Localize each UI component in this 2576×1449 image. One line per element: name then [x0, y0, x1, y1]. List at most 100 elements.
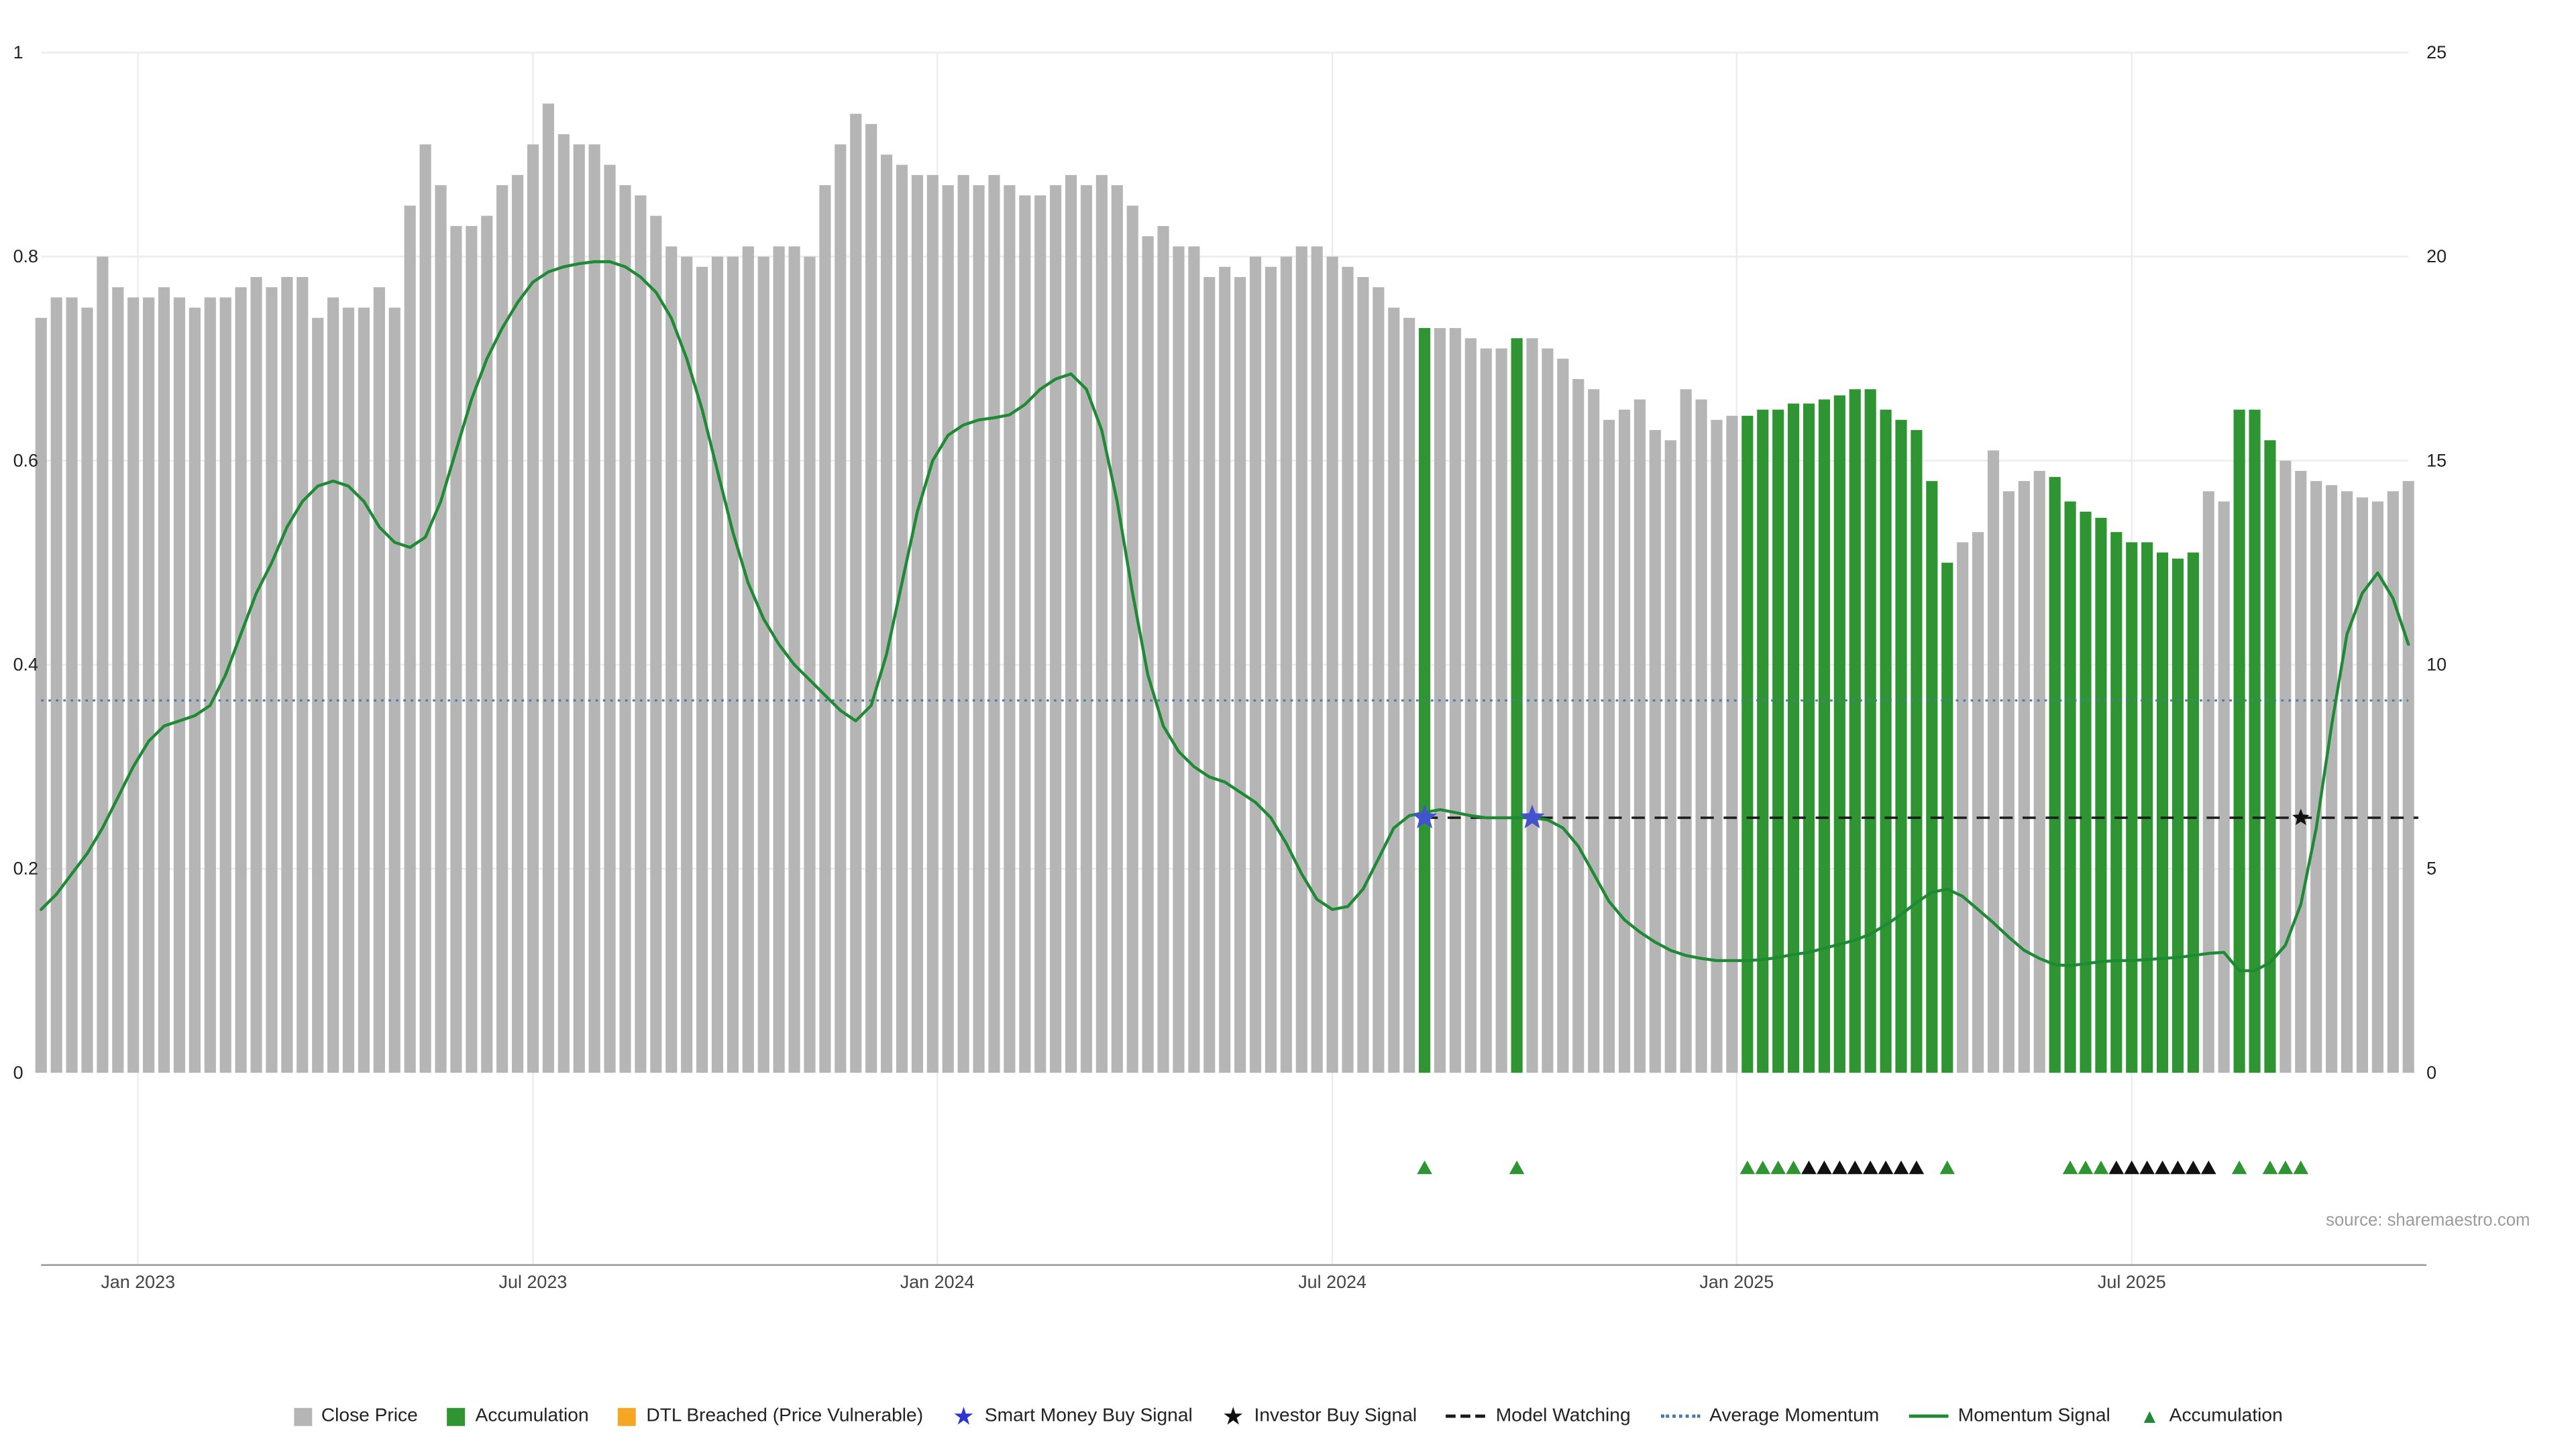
investor-buy-star[interactable]: [2292, 808, 2310, 825]
smart-money-buy-star[interactable]: [1519, 804, 1545, 828]
accumulation-bar[interactable]: [1849, 389, 1861, 1073]
close-price-bar[interactable]: [773, 246, 785, 1073]
close-price-bar[interactable]: [604, 164, 616, 1073]
close-price-bar[interactable]: [419, 144, 431, 1073]
investor-triangle[interactable]: [2139, 1160, 2155, 1175]
investor-triangle[interactable]: [1801, 1160, 1817, 1175]
investor-triangle[interactable]: [2108, 1160, 2125, 1175]
close-price-bar[interactable]: [2310, 481, 2322, 1073]
investor-triangle[interactable]: [1893, 1160, 1909, 1175]
close-price-bar[interactable]: [1188, 246, 1200, 1073]
close-price-bar[interactable]: [358, 307, 370, 1073]
close-price-bar[interactable]: [819, 185, 831, 1073]
close-price-bar[interactable]: [388, 307, 400, 1073]
close-price-bar[interactable]: [2033, 470, 2045, 1073]
close-price-bar[interactable]: [2002, 491, 2015, 1073]
investor-triangle[interactable]: [1862, 1160, 1878, 1175]
close-price-bar[interactable]: [573, 144, 585, 1073]
close-price-bar[interactable]: [1680, 389, 1692, 1073]
investor-triangle[interactable]: [1832, 1160, 1847, 1175]
accumulation-bar[interactable]: [2264, 440, 2276, 1073]
investor-triangle[interactable]: [1878, 1160, 1894, 1175]
close-price-bar[interactable]: [204, 297, 216, 1073]
accumulation-triangle[interactable]: [1417, 1160, 1432, 1175]
accumulation-bar[interactable]: [1895, 419, 1907, 1073]
accumulation-triangle[interactable]: [2078, 1160, 2094, 1175]
accumulation-bar[interactable]: [1818, 399, 1830, 1073]
close-price-bar[interactable]: [404, 205, 416, 1073]
close-price-bar[interactable]: [266, 287, 278, 1073]
accumulation-bar[interactable]: [2064, 501, 2076, 1073]
close-price-bar[interactable]: [557, 134, 570, 1073]
close-price-bar[interactable]: [373, 287, 385, 1073]
close-price-bar[interactable]: [2202, 491, 2214, 1073]
close-price-bar[interactable]: [1065, 174, 1077, 1073]
close-price-bar[interactable]: [342, 307, 355, 1073]
close-price-bar[interactable]: [143, 297, 155, 1073]
close-price-bar[interactable]: [1034, 195, 1046, 1073]
close-price-bar[interactable]: [1357, 276, 1369, 1073]
close-price-bar[interactable]: [835, 144, 847, 1073]
close-price-bar[interactable]: [327, 297, 339, 1073]
close-price-bar[interactable]: [1095, 174, 1108, 1073]
accumulation-bar[interactable]: [2233, 409, 2245, 1073]
close-price-bar[interactable]: [896, 164, 908, 1073]
accumulation-bar[interactable]: [2080, 511, 2092, 1073]
close-price-bar[interactable]: [542, 103, 555, 1073]
accumulation-triangle[interactable]: [2277, 1160, 2294, 1175]
accumulation-bar[interactable]: [2187, 552, 2199, 1073]
close-price-bar[interactable]: [97, 256, 109, 1073]
close-price-bar[interactable]: [35, 317, 47, 1073]
close-price-bar[interactable]: [1526, 338, 1538, 1073]
investor-triangle[interactable]: [1909, 1160, 1925, 1175]
close-price-bar[interactable]: [665, 246, 678, 1073]
close-price-bar[interactable]: [527, 144, 539, 1073]
accumulation-bar[interactable]: [1911, 430, 1923, 1073]
accumulation-triangle[interactable]: [2293, 1160, 2309, 1175]
close-price-bar[interactable]: [911, 174, 923, 1073]
close-price-bar[interactable]: [1173, 246, 1185, 1073]
close-price-bar[interactable]: [1726, 415, 1738, 1073]
close-price-bar[interactable]: [1649, 430, 1661, 1073]
accumulation-bar[interactable]: [2156, 552, 2169, 1073]
close-price-bar[interactable]: [1664, 440, 1676, 1073]
close-price-bar[interactable]: [173, 297, 186, 1073]
close-price-bar[interactable]: [696, 266, 708, 1073]
investor-triangle[interactable]: [2201, 1160, 2216, 1175]
accumulation-triangle[interactable]: [1755, 1160, 1771, 1175]
accumulation-bar[interactable]: [2049, 477, 2061, 1073]
close-price-bar[interactable]: [1080, 185, 1093, 1073]
close-price-bar[interactable]: [1633, 399, 1646, 1073]
close-price-bar[interactable]: [957, 174, 969, 1073]
close-price-bar[interactable]: [757, 256, 769, 1073]
accumulation-triangle[interactable]: [1786, 1160, 1801, 1175]
close-price-bar[interactable]: [1142, 236, 1154, 1073]
close-price-bar[interactable]: [297, 276, 309, 1073]
accumulation-bar[interactable]: [1864, 389, 1876, 1073]
close-price-bar[interactable]: [1572, 379, 1585, 1073]
legend-item[interactable]: Average Momentum: [1660, 1406, 1879, 1426]
close-price-bar[interactable]: [435, 185, 447, 1073]
close-price-bar[interactable]: [312, 317, 324, 1073]
close-price-bar[interactable]: [1495, 348, 1507, 1073]
close-price-bar[interactable]: [804, 256, 816, 1073]
close-price-bar[interactable]: [727, 256, 739, 1073]
close-price-bars[interactable]: [35, 103, 2414, 1073]
legend-item[interactable]: ★ Investor Buy Signal: [1222, 1404, 1417, 1429]
close-price-bar[interactable]: [942, 185, 954, 1073]
close-price-bar[interactable]: [112, 287, 124, 1073]
close-price-bar[interactable]: [512, 174, 524, 1073]
close-price-bar[interactable]: [2402, 481, 2414, 1073]
close-price-bar[interactable]: [1203, 276, 1216, 1073]
close-price-bar[interactable]: [2356, 497, 2369, 1073]
legend-item[interactable]: Momentum Signal: [1909, 1406, 2110, 1426]
accumulation-bar[interactable]: [1757, 409, 1769, 1073]
close-price-bar[interactable]: [926, 174, 938, 1073]
close-price-bar[interactable]: [1603, 419, 1615, 1073]
close-price-bar[interactable]: [880, 154, 893, 1073]
close-price-bar[interactable]: [1373, 287, 1385, 1073]
legend-item[interactable]: Model Watching: [1446, 1406, 1631, 1426]
close-price-bar[interactable]: [1019, 195, 1031, 1073]
close-price-bar[interactable]: [2279, 460, 2292, 1073]
close-price-bar[interactable]: [1111, 185, 1123, 1073]
